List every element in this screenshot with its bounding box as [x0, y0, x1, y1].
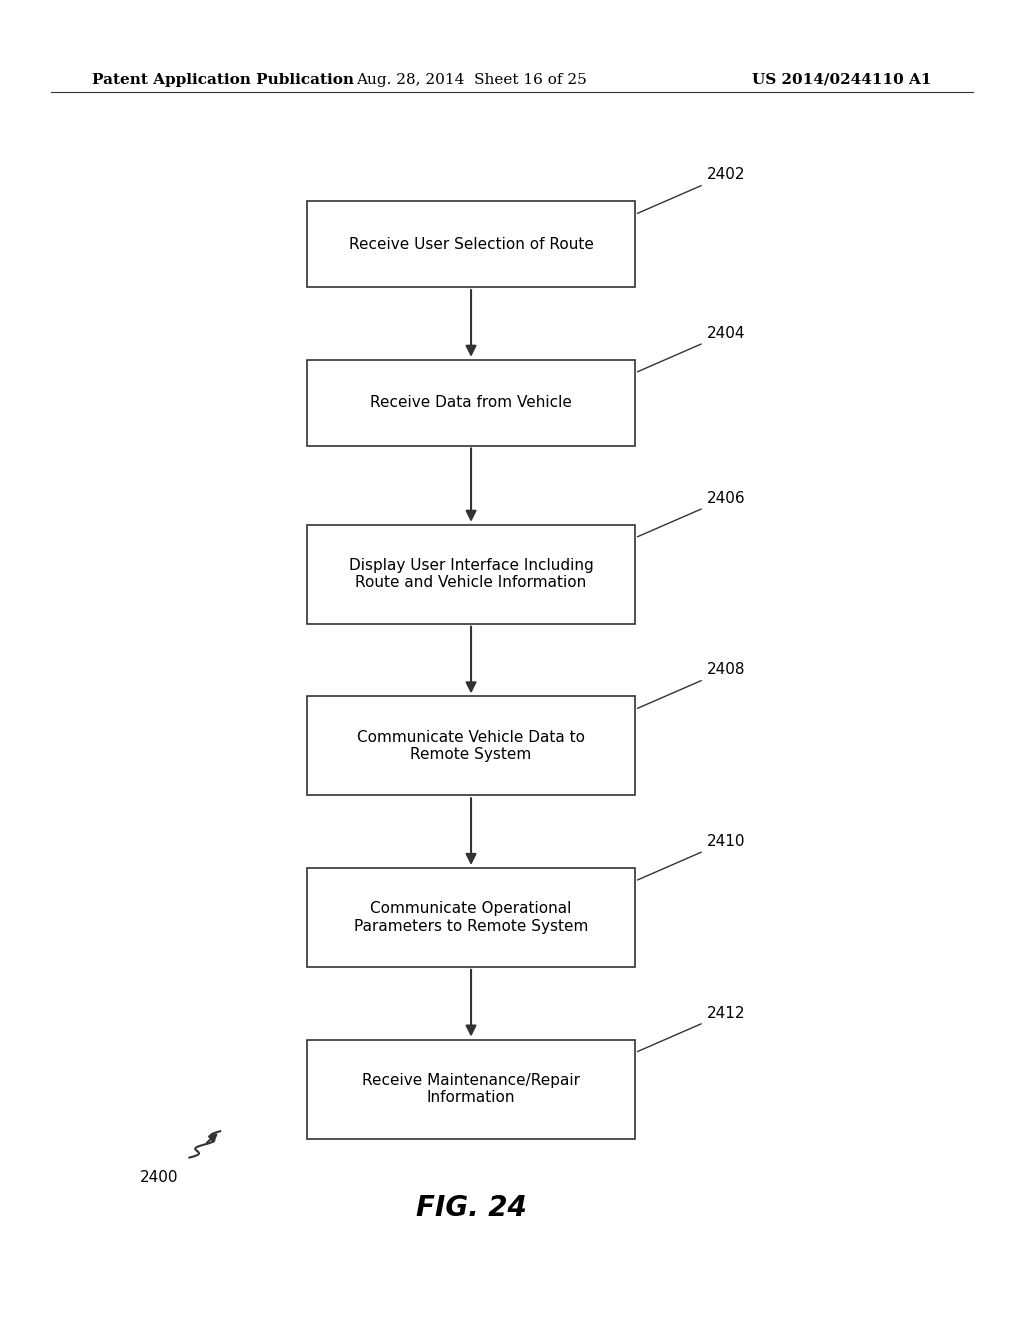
- Text: 2410: 2410: [637, 834, 745, 880]
- Text: FIG. 24: FIG. 24: [416, 1193, 526, 1222]
- Text: Receive User Selection of Route: Receive User Selection of Route: [348, 236, 594, 252]
- Text: Aug. 28, 2014  Sheet 16 of 25: Aug. 28, 2014 Sheet 16 of 25: [355, 73, 587, 87]
- Text: Receive Maintenance/Repair
Information: Receive Maintenance/Repair Information: [362, 1073, 580, 1105]
- FancyBboxPatch shape: [307, 697, 635, 795]
- Text: US 2014/0244110 A1: US 2014/0244110 A1: [753, 73, 932, 87]
- Text: Communicate Operational
Parameters to Remote System: Communicate Operational Parameters to Re…: [354, 902, 588, 933]
- Text: 2408: 2408: [637, 663, 745, 709]
- FancyBboxPatch shape: [307, 525, 635, 624]
- Text: Receive Data from Vehicle: Receive Data from Vehicle: [370, 395, 572, 411]
- FancyBboxPatch shape: [307, 869, 635, 966]
- FancyBboxPatch shape: [307, 202, 635, 288]
- Text: 2404: 2404: [637, 326, 745, 372]
- Text: 2400: 2400: [139, 1170, 178, 1185]
- Text: 2412: 2412: [637, 1006, 745, 1052]
- FancyBboxPatch shape: [307, 359, 635, 446]
- FancyBboxPatch shape: [307, 1040, 635, 1138]
- Text: Display User Interface Including
Route and Vehicle Information: Display User Interface Including Route a…: [348, 558, 594, 590]
- Text: Patent Application Publication: Patent Application Publication: [92, 73, 354, 87]
- Text: 2406: 2406: [637, 491, 745, 537]
- Text: Communicate Vehicle Data to
Remote System: Communicate Vehicle Data to Remote Syste…: [357, 730, 585, 762]
- Text: 2402: 2402: [637, 168, 745, 214]
